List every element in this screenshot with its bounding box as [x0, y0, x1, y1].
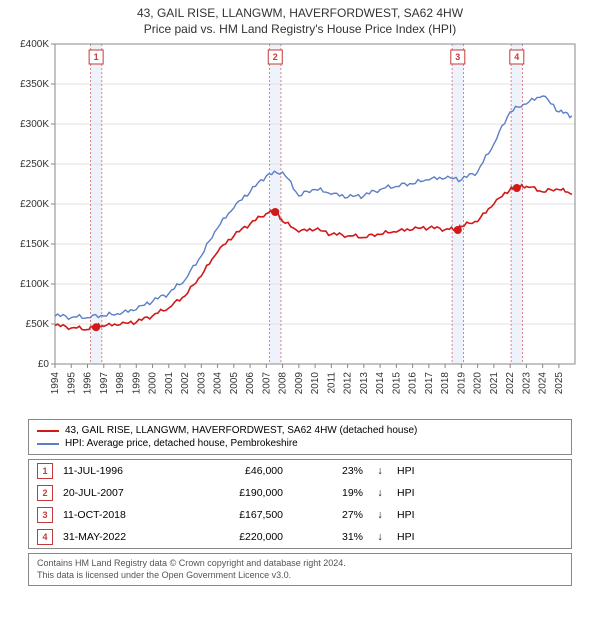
svg-text:2013: 2013 — [359, 372, 370, 395]
svg-text:1999: 1999 — [131, 372, 142, 395]
attribution: Contains HM Land Registry data © Crown c… — [28, 553, 572, 586]
svg-text:2016: 2016 — [408, 372, 419, 395]
svg-text:1998: 1998 — [115, 372, 126, 395]
sale-pct: 23% — [293, 465, 363, 477]
legend-label: HPI: Average price, detached house, Pemb… — [65, 438, 298, 449]
svg-text:2020: 2020 — [473, 372, 484, 395]
svg-text:£350K: £350K — [20, 79, 49, 90]
legend-item: HPI: Average price, detached house, Pemb… — [37, 437, 563, 450]
svg-text:2008: 2008 — [278, 372, 289, 395]
down-arrow-icon: ↓ — [373, 509, 387, 521]
svg-text:£250K: £250K — [20, 159, 49, 170]
sale-pct: 31% — [293, 531, 363, 543]
legend: 43, GAIL RISE, LLANGWM, HAVERFORDWEST, S… — [28, 419, 572, 455]
sale-date: 11-JUL-1996 — [63, 465, 183, 477]
svg-text:2007: 2007 — [261, 372, 272, 395]
svg-text:2021: 2021 — [489, 372, 500, 395]
svg-text:2024: 2024 — [538, 372, 549, 395]
chart-area: 1 2 3 4 £0 £50K £100K £150K £200K £250K £300K £350K… — [0, 38, 600, 413]
sale-hpi-label: HPI — [397, 465, 427, 477]
svg-text:£300K: £300K — [20, 119, 49, 130]
chart-svg: 1 2 3 4 £0 £50K £100K £150K £200K £250K £300K £350K… — [0, 38, 600, 408]
svg-text:2015: 2015 — [391, 372, 402, 395]
sale-pct: 27% — [293, 509, 363, 521]
svg-text:2005: 2005 — [229, 372, 240, 395]
sale-pct: 19% — [293, 487, 363, 499]
down-arrow-icon: ↓ — [373, 487, 387, 499]
svg-text:2017: 2017 — [424, 372, 435, 395]
chart-container: 43, GAIL RISE, LLANGWM, HAVERFORDWEST, S… — [0, 0, 600, 620]
svg-text:2025: 2025 — [554, 372, 565, 395]
svg-text:1: 1 — [94, 52, 99, 62]
svg-text:1996: 1996 — [83, 372, 94, 395]
table-row: 4 31-MAY-2022 £220,000 31% ↓ HPI — [29, 526, 571, 548]
svg-text:2012: 2012 — [343, 372, 354, 395]
legend-item: 43, GAIL RISE, LLANGWM, HAVERFORDWEST, S… — [37, 424, 563, 437]
sale-hpi-label: HPI — [397, 487, 427, 499]
svg-text:£150K: £150K — [20, 239, 49, 250]
svg-text:2009: 2009 — [294, 372, 305, 395]
svg-text:1995: 1995 — [66, 372, 77, 395]
svg-text:1994: 1994 — [50, 372, 61, 395]
svg-text:£100K: £100K — [20, 279, 49, 290]
svg-text:2002: 2002 — [180, 372, 191, 395]
svg-text:£50K: £50K — [26, 319, 50, 330]
sale-date: 31-MAY-2022 — [63, 531, 183, 543]
legend-swatch — [37, 430, 59, 432]
svg-text:2014: 2014 — [375, 372, 386, 395]
sale-price: £190,000 — [193, 487, 283, 499]
sale-hpi-label: HPI — [397, 509, 427, 521]
sale-marker: 2 — [37, 485, 53, 501]
table-row: 1 11-JUL-1996 £46,000 23% ↓ HPI — [29, 460, 571, 482]
svg-text:£400K: £400K — [20, 39, 49, 50]
down-arrow-icon: ↓ — [373, 465, 387, 477]
sale-price: £46,000 — [193, 465, 283, 477]
svg-text:2006: 2006 — [245, 372, 256, 395]
sale-hpi-label: HPI — [397, 531, 427, 543]
svg-text:2018: 2018 — [440, 372, 451, 395]
svg-text:2001: 2001 — [164, 372, 175, 395]
sale-marker: 4 — [37, 529, 53, 545]
attribution-line-2: This data is licensed under the Open Gov… — [37, 570, 563, 582]
svg-text:3: 3 — [455, 52, 460, 62]
title-sub: Price paid vs. HM Land Registry's House … — [0, 20, 600, 38]
svg-text:2010: 2010 — [310, 372, 321, 395]
legend-label: 43, GAIL RISE, LLANGWM, HAVERFORDWEST, S… — [65, 425, 417, 436]
svg-text:2: 2 — [273, 52, 278, 62]
sale-date: 11-OCT-2018 — [63, 509, 183, 521]
down-arrow-icon: ↓ — [373, 531, 387, 543]
sales-table: 1 11-JUL-1996 £46,000 23% ↓ HPI 2 20-JUL-2007 £1… — [28, 459, 572, 549]
svg-text:2023: 2023 — [521, 372, 532, 395]
svg-text:£200K: £200K — [20, 199, 49, 210]
sale-marker: 3 — [37, 507, 53, 523]
svg-text:2004: 2004 — [213, 372, 224, 395]
svg-text:4: 4 — [514, 52, 519, 62]
sale-price: £220,000 — [193, 531, 283, 543]
svg-text:2011: 2011 — [326, 372, 337, 394]
sale-marker: 1 — [37, 463, 53, 479]
svg-text:2019: 2019 — [456, 372, 467, 395]
svg-text:2003: 2003 — [196, 372, 207, 395]
svg-text:2000: 2000 — [148, 372, 159, 395]
svg-text:£0: £0 — [38, 359, 50, 370]
title-main: 43, GAIL RISE, LLANGWM, HAVERFORDWEST, S… — [0, 0, 600, 20]
attribution-line-1: Contains HM Land Registry data © Crown c… — [37, 558, 563, 570]
legend-swatch — [37, 443, 59, 445]
sale-price: £167,500 — [193, 509, 283, 521]
sale-date: 20-JUL-2007 — [63, 487, 183, 499]
svg-text:2022: 2022 — [505, 372, 516, 395]
svg-text:1997: 1997 — [99, 372, 110, 395]
table-row: 3 11-OCT-2018 £167,500 27% ↓ HPI — [29, 504, 571, 526]
table-row: 2 20-JUL-2007 £190,000 19% ↓ HPI — [29, 482, 571, 504]
